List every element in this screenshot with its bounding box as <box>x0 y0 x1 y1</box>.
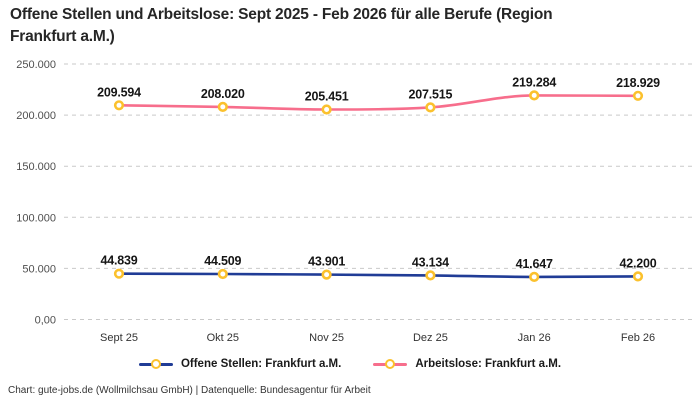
data-point-marker[interactable] <box>113 100 125 111</box>
x-axis-tick-label: Feb 26 <box>621 332 655 344</box>
data-point-label: 44.509 <box>204 254 241 268</box>
data-point-label: 207.515 <box>409 87 453 101</box>
legend-item-arbeitslose: Arbeitslose: Frankfurt a.M. <box>373 358 561 370</box>
legend-label-arbeitslose: Arbeitslose: Frankfurt a.M. <box>415 358 562 370</box>
chart-title: Offene Stellen und Arbeitslose: Sept 202… <box>10 6 553 45</box>
x-axis-tick-label: Dez 25 <box>413 332 448 344</box>
data-point-marker[interactable] <box>321 104 332 115</box>
chart-legend: Offene Stellen: Frankfurt a.M. Arbeitslo… <box>0 358 700 370</box>
x-axis-tick-label: Jan 26 <box>518 332 551 344</box>
data-point-label: 218.929 <box>616 76 660 90</box>
data-point-marker[interactable] <box>217 101 228 112</box>
data-point-label: 205.451 <box>305 90 349 104</box>
legend-item-offene-stellen: Offene Stellen: Frankfurt a.M. <box>138 358 342 370</box>
data-point-label: 41.647 <box>516 257 553 271</box>
data-point-marker[interactable] <box>529 90 540 101</box>
data-point-label: 219.284 <box>512 75 556 89</box>
legend-ring-icon <box>150 359 161 369</box>
data-point-marker[interactable] <box>113 268 125 279</box>
legend-label-offene-stellen: Offene Stellen: Frankfurt a.M. <box>180 358 342 370</box>
data-point-marker[interactable] <box>217 268 228 280</box>
data-point-marker[interactable] <box>425 102 436 113</box>
series-line-arbeitslose-frankfurt-a-m <box>117 94 640 111</box>
data-point-label: 42.200 <box>619 256 656 270</box>
legend-ring-icon <box>385 359 396 369</box>
data-point-label: 209.594 <box>97 85 141 99</box>
data-point-label: 43.901 <box>308 255 345 269</box>
data-point-marker[interactable] <box>632 271 644 282</box>
x-axis-tick-label: Okt 25 <box>207 332 239 344</box>
data-point-marker[interactable] <box>321 269 332 280</box>
data-point-marker[interactable] <box>529 271 540 283</box>
source-credit: Chart: gute-jobs.de (Wollmilchsau GmbH) … <box>8 385 371 396</box>
x-axis-tick-label: Sept 25 <box>100 332 138 344</box>
data-point-label: 44.839 <box>100 254 137 268</box>
data-point-label: 43.134 <box>412 255 449 269</box>
series-line-offene-stellen-frankfurt-a-m <box>117 272 640 279</box>
legend-line-marker-icon <box>138 358 173 370</box>
y-axis-tick-label: 250.000 <box>16 59 56 71</box>
data-point-marker[interactable] <box>425 270 436 281</box>
data-point-label: 208.020 <box>201 87 245 101</box>
y-axis-tick-label: 200.000 <box>16 110 56 122</box>
data-point-marker[interactable] <box>632 90 644 101</box>
y-axis-tick-label: 50.000 <box>22 263 56 275</box>
x-axis-tick-label: Nov 25 <box>309 332 344 344</box>
y-axis-tick-label: 100.000 <box>16 212 56 224</box>
y-axis-tick-label: 150.000 <box>16 161 56 173</box>
y-axis-tick-label: 0,00 <box>35 315 56 327</box>
legend-line-marker-icon <box>373 358 408 370</box>
